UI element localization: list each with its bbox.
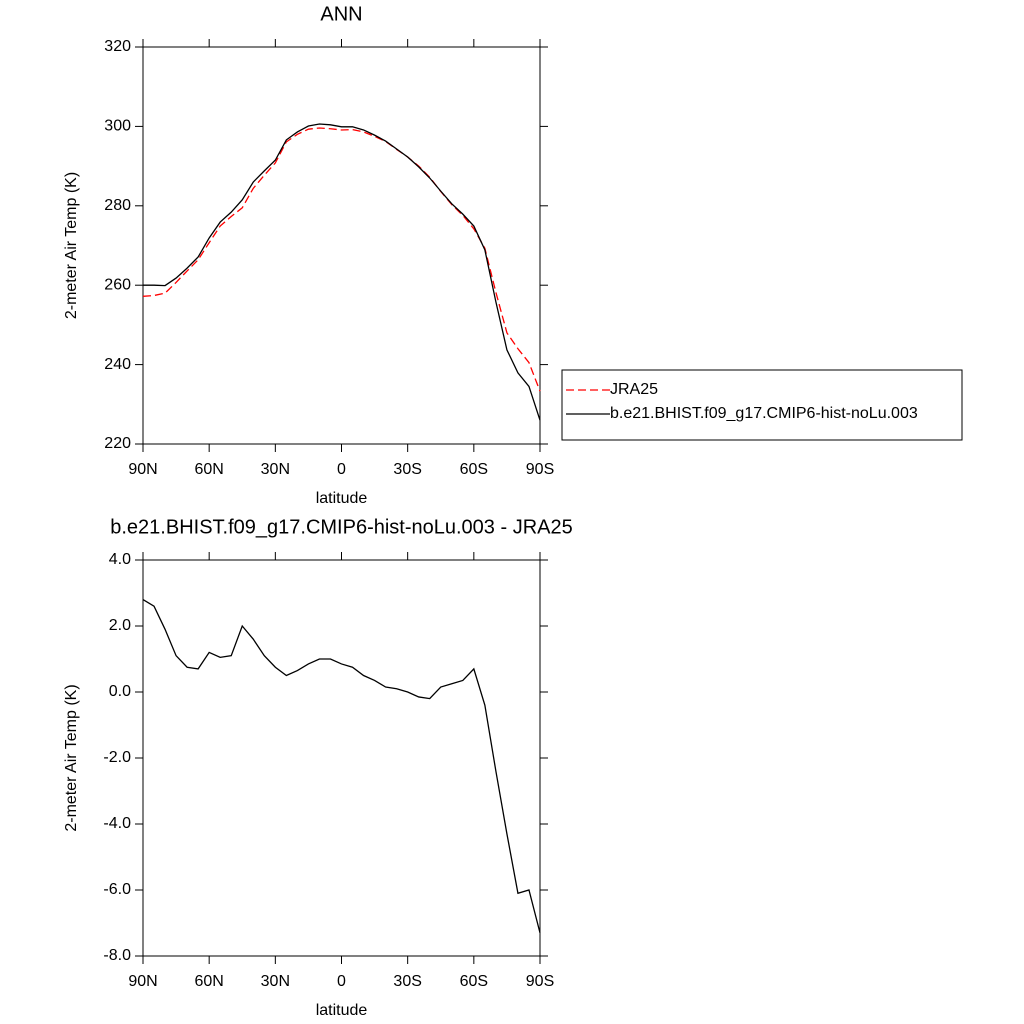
plot-frame [142, 46, 541, 445]
x-tick-label: 60S [460, 973, 488, 990]
y-tick-label: -2.0 [103, 749, 131, 766]
y-tick-label: 300 [104, 118, 131, 135]
y-tick-label: 320 [104, 38, 131, 55]
legend-label: JRA25 [610, 381, 658, 398]
y-tick-label: 240 [104, 356, 131, 373]
y-tick-label: 260 [104, 276, 131, 293]
y-tick-label: -8.0 [103, 947, 131, 964]
x-tick-label: 60N [194, 973, 223, 990]
x-tick-label: 90S [526, 973, 554, 990]
x-axis-label: latitude [316, 1002, 368, 1019]
y-tick-label: -4.0 [103, 815, 131, 832]
x-tick-label: 90S [526, 461, 554, 478]
y-tick-label: 2.0 [109, 617, 131, 634]
y-tick-label: 4.0 [109, 551, 131, 568]
y-tick-label: 220 [104, 435, 131, 452]
x-tick-label: 60N [194, 461, 223, 478]
y-tick-label: -6.0 [103, 881, 131, 898]
x-tick-label: 60S [460, 461, 488, 478]
legend-box [561, 369, 963, 441]
y-tick-label: 280 [104, 197, 131, 214]
chart-title: b.e21.BHIST.f09_g17.CMIP6-hist-noLu.003 … [110, 516, 572, 538]
chart-title: ANN [320, 3, 362, 25]
series-line [142, 127, 541, 392]
y-axis-label: 2-meter Air Temp (K) [63, 684, 80, 831]
x-tick-label: 90N [128, 973, 157, 990]
y-axis-label: 2-meter Air Temp (K) [63, 172, 80, 319]
series-line [142, 599, 541, 934]
y-tick-label: 0.0 [109, 683, 131, 700]
x-tick-label: 0 [337, 973, 346, 990]
x-tick-label: 90N [128, 461, 157, 478]
x-tick-label: 0 [337, 461, 346, 478]
x-axis-label: latitude [316, 490, 368, 507]
series-line [143, 123, 541, 421]
plot-frame [142, 559, 541, 957]
x-tick-label: 30N [261, 461, 290, 478]
legend-label: b.e21.BHIST.f09_g17.CMIP6-hist-noLu.003 [610, 405, 918, 422]
x-tick-label: 30N [261, 973, 290, 990]
x-tick-label: 30S [393, 461, 421, 478]
x-tick-label: 30S [393, 973, 421, 990]
